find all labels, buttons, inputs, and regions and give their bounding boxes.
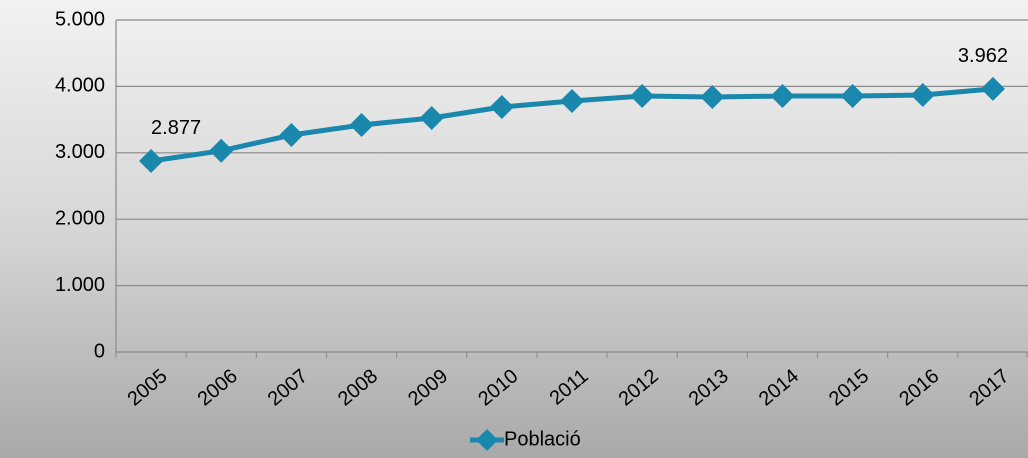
y-tick-label: 0 bbox=[94, 340, 105, 362]
data-label: 3.962 bbox=[958, 45, 1008, 67]
data-point bbox=[349, 112, 374, 137]
data-point bbox=[630, 84, 655, 109]
data-point bbox=[139, 148, 164, 173]
y-tick-label: 1.000 bbox=[55, 274, 105, 296]
legend-label: Població bbox=[504, 428, 581, 450]
y-tick-label: 5.000 bbox=[55, 8, 105, 30]
y-tick-label: 3.000 bbox=[55, 141, 105, 163]
y-tick-label: 2.000 bbox=[55, 207, 105, 229]
data-point bbox=[980, 76, 1005, 101]
legend-marker bbox=[476, 429, 498, 451]
data-point bbox=[910, 83, 935, 108]
data-point bbox=[700, 85, 725, 110]
data-label: 2.877 bbox=[151, 117, 201, 139]
data-point bbox=[209, 138, 234, 163]
data-point bbox=[419, 106, 444, 131]
data-point bbox=[560, 89, 584, 114]
data-point bbox=[489, 94, 514, 119]
data-point bbox=[840, 84, 865, 109]
data-point bbox=[770, 84, 795, 109]
data-point bbox=[279, 123, 304, 148]
y-tick-label: 4.000 bbox=[55, 75, 105, 97]
